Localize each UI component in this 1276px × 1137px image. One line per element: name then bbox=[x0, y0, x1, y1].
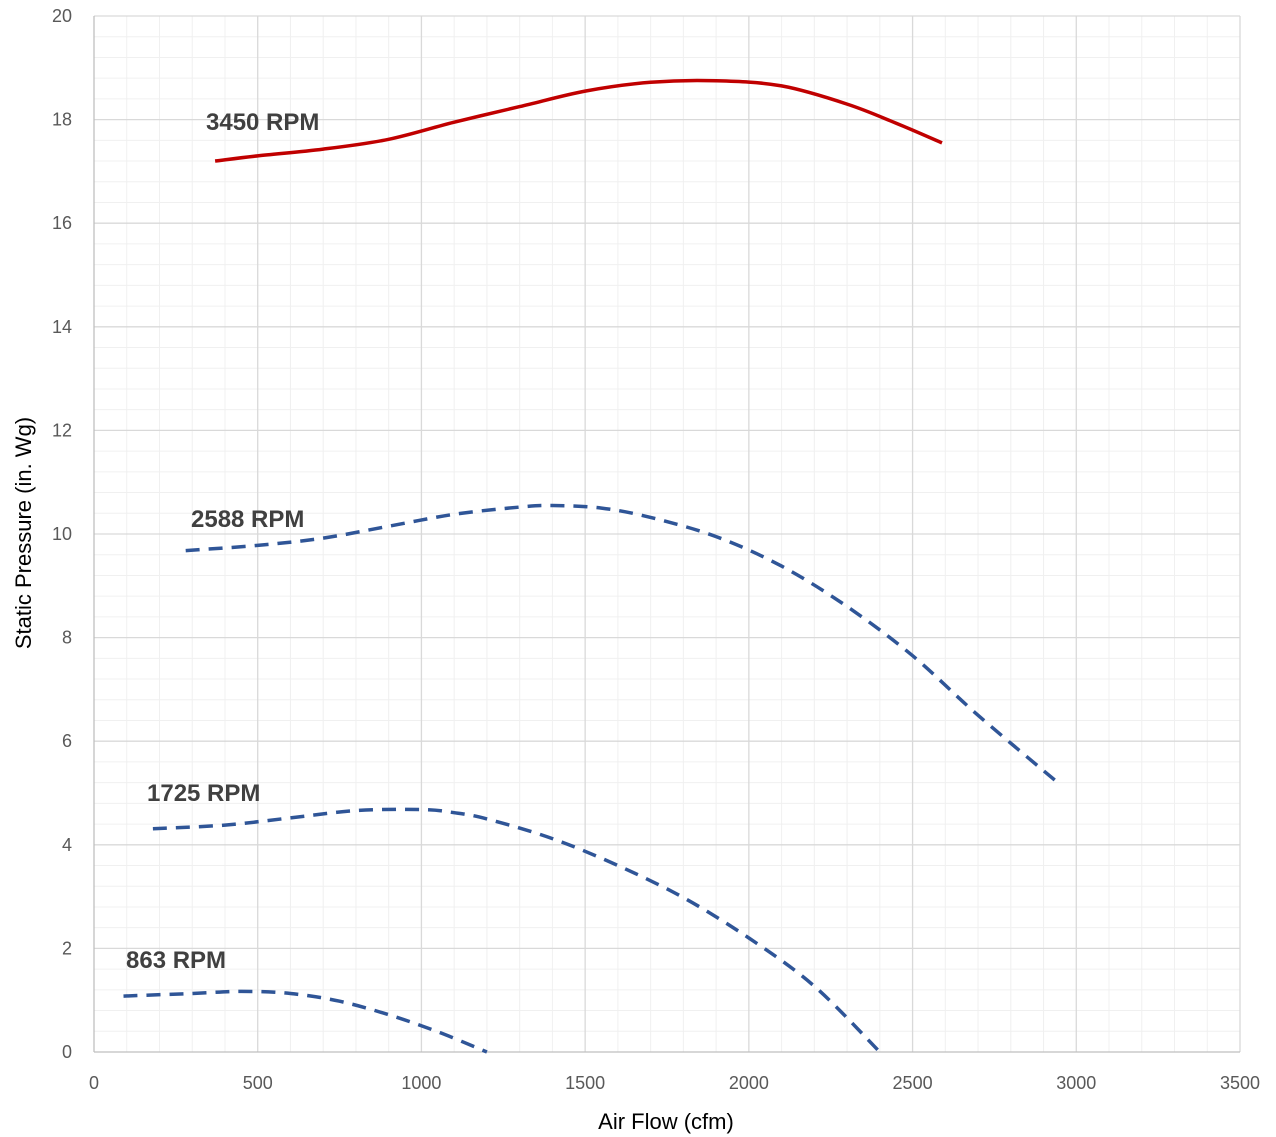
x-axis-title: Air Flow (cfm) bbox=[598, 1109, 734, 1134]
x-tick-label: 500 bbox=[243, 1073, 273, 1093]
x-tick-label: 2500 bbox=[893, 1073, 933, 1093]
x-tick-label: 0 bbox=[89, 1073, 99, 1093]
y-tick-label: 20 bbox=[52, 6, 72, 26]
x-tick-label: 2000 bbox=[729, 1073, 769, 1093]
x-tick-label: 3000 bbox=[1056, 1073, 1096, 1093]
x-tick-label: 3500 bbox=[1220, 1073, 1260, 1093]
y-tick-label: 16 bbox=[52, 213, 72, 233]
y-tick-label: 0 bbox=[62, 1042, 72, 1062]
y-tick-label: 10 bbox=[52, 524, 72, 544]
y-tick-label: 18 bbox=[52, 110, 72, 130]
y-tick-label: 12 bbox=[52, 420, 72, 440]
series-label-2588-rpm: 2588 RPM bbox=[191, 506, 304, 533]
series-label-1725-rpm: 1725 RPM bbox=[147, 780, 260, 807]
y-tick-label: 14 bbox=[52, 317, 72, 337]
y-tick-label: 4 bbox=[62, 835, 72, 855]
data-series bbox=[123, 78, 1058, 1054]
y-tick-label: 2 bbox=[62, 938, 72, 958]
series-labels: 3450 RPM 2588 RPM 1725 RPM 863 RPM bbox=[126, 109, 319, 974]
major-gridlines bbox=[94, 15, 1241, 1052]
axes bbox=[93, 16, 1240, 1053]
tick-labels: 0 500 1000 1500 2000 2500 3000 3500 0 2 4 6 8 10 12 14 1… bbox=[52, 6, 1260, 1093]
series-label-863-rpm: 863 RPM bbox=[126, 947, 226, 974]
series-line-2588-rpm bbox=[185, 503, 1058, 783]
x-tick-label: 1500 bbox=[565, 1073, 605, 1093]
series-line-3450-rpm bbox=[214, 78, 943, 163]
y-axis-title: Static Pressure (in. Wg) bbox=[11, 417, 36, 649]
y-tick-label: 6 bbox=[62, 731, 72, 751]
series-line-1725-rpm bbox=[152, 807, 882, 1054]
series-line-863-rpm bbox=[123, 989, 488, 1054]
x-tick-label: 1000 bbox=[401, 1073, 441, 1093]
series-label-3450-rpm: 3450 RPM bbox=[206, 109, 319, 136]
y-tick-label: 8 bbox=[62, 628, 72, 648]
